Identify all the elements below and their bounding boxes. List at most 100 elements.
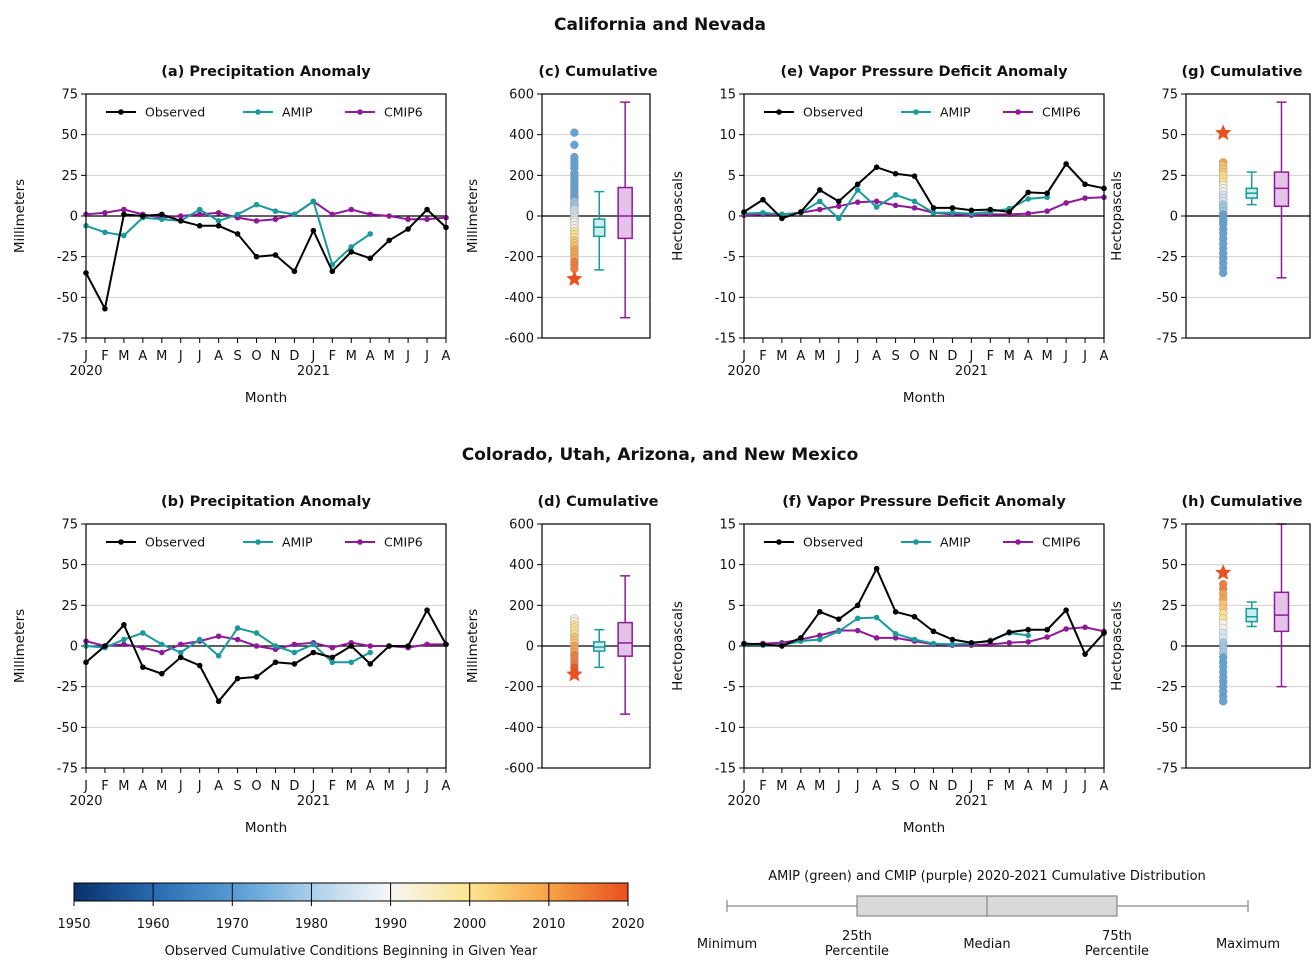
year-label-2021: 2021 [297,794,330,809]
x-tick-label: A [1100,349,1109,364]
data-point-cmip6 [816,632,823,639]
y-tick-label: 5 [728,599,736,614]
legend-marker-observed [118,109,124,115]
x-tick-label: J [405,779,410,794]
y-tick-label: 50 [61,128,78,143]
plot-frame [743,523,1105,769]
y-tick-label: 10 [719,128,736,143]
data-point-cmip6 [121,206,127,213]
schematic-title: AMIP (green) and CMIP (purple) 2020-2021… [768,869,1206,884]
x-tick-label: J [197,349,202,364]
year-label-2021: 2021 [297,364,330,379]
legend-label-cmip6: CMIP6 [384,535,423,550]
y-tick-label: 0 [1170,640,1178,655]
data-point-observed [405,643,411,649]
x-tick-label: D [947,779,957,794]
data-point-cmip6 [140,644,146,651]
data-point-observed [348,248,355,255]
data-point-cmip6 [329,211,336,218]
data-point-amip [140,630,146,636]
plot-frame [541,93,651,339]
y-axis-label: Hectopascals [1109,171,1125,261]
y-tick-label: 75 [1161,518,1178,533]
x-tick-label: J [836,779,841,794]
x-tick-label: A [796,349,805,364]
series-line-observed [85,608,447,704]
x-axis-label: Month [903,390,945,406]
x-tick-label: A [1024,779,1033,794]
data-point-amip [253,201,260,208]
colorbar-tick-label: 1960 [137,917,170,932]
year-label-2020: 2020 [69,364,102,379]
x-tick-label: M [346,779,357,794]
legend-marker-cmip6 [357,539,363,545]
observed-star [566,270,583,287]
data-point-observed [140,213,146,219]
data-point-amip [892,631,899,637]
data-point-amip [158,216,165,223]
data-point-cmip6 [816,206,823,213]
observed-star [1214,564,1232,580]
cmip6-box [617,186,633,240]
x-axis-label: Month [245,390,287,406]
legend-label-cmip6: CMIP6 [384,105,423,120]
y-axis-label: Hectopascals [670,601,686,691]
series-line-cmip6 [85,635,446,654]
data-point-observed [930,628,937,635]
y-tick-label: 25 [61,599,78,614]
x-tick-label: M [1004,349,1015,364]
y-tick-label: -400 [504,291,534,306]
data-point-observed [1006,209,1013,215]
y-axis-label: Millimeters [465,179,481,253]
data-point-amip [158,641,165,648]
data-point-cmip6 [873,635,880,641]
series-line-observed [85,208,447,312]
data-point-amip [949,209,956,216]
y-tick-label: 10 [719,558,736,573]
data-point-observed [1063,161,1069,167]
x-tick-label: A [138,349,147,364]
y-tick-label: 0 [728,640,736,655]
panel-title: (e) Vapor Pressure Deficit Anomaly [780,64,1068,80]
data-point-observed [272,252,279,258]
data-point-observed [253,253,260,260]
legend-label-observed: Observed [145,535,205,550]
x-tick-label: A [796,779,805,794]
data-point-observed [215,222,222,229]
x-tick-label: J [178,779,183,794]
data-point-amip [367,231,374,237]
x-tick-label: J [310,349,315,364]
data-point-observed [177,218,184,224]
data-point-cmip6 [405,216,411,223]
colorbar-tick-label: 1980 [295,917,328,932]
legend-label-cmip6: CMIP6 [1042,535,1081,550]
data-point-observed [1025,189,1032,196]
colorbar-tick-label: 1990 [374,917,407,932]
x-tick-label: O [909,779,919,794]
schematic-q25-line2: Percentile [825,944,889,959]
data-point-observed [102,305,108,312]
x-tick-label: D [947,349,957,364]
x-tick-label: M [384,349,395,364]
data-point-observed [1044,190,1050,197]
panel-title: (d) Cumulative [537,494,658,510]
data-point-cmip6 [1025,639,1032,645]
data-point-observed [911,173,918,179]
y-axis-label: Millimeters [12,609,28,683]
legend-marker-observed [776,539,782,545]
y-tick-label: 0 [526,640,534,655]
data-point-amip [892,192,899,198]
data-point-observed [949,636,956,643]
legend-marker-cmip6 [357,109,363,115]
data-point-cmip6 [892,635,899,641]
x-tick-label: M [156,349,167,364]
colorbar-tick-label: 1950 [57,917,90,932]
x-tick-label: F [987,779,994,794]
data-point-cmip6 [892,202,899,209]
x-tick-label: J [836,349,841,364]
data-point-cmip6 [854,199,861,205]
data-point-cmip6 [1063,200,1069,206]
data-point-observed [873,164,880,170]
